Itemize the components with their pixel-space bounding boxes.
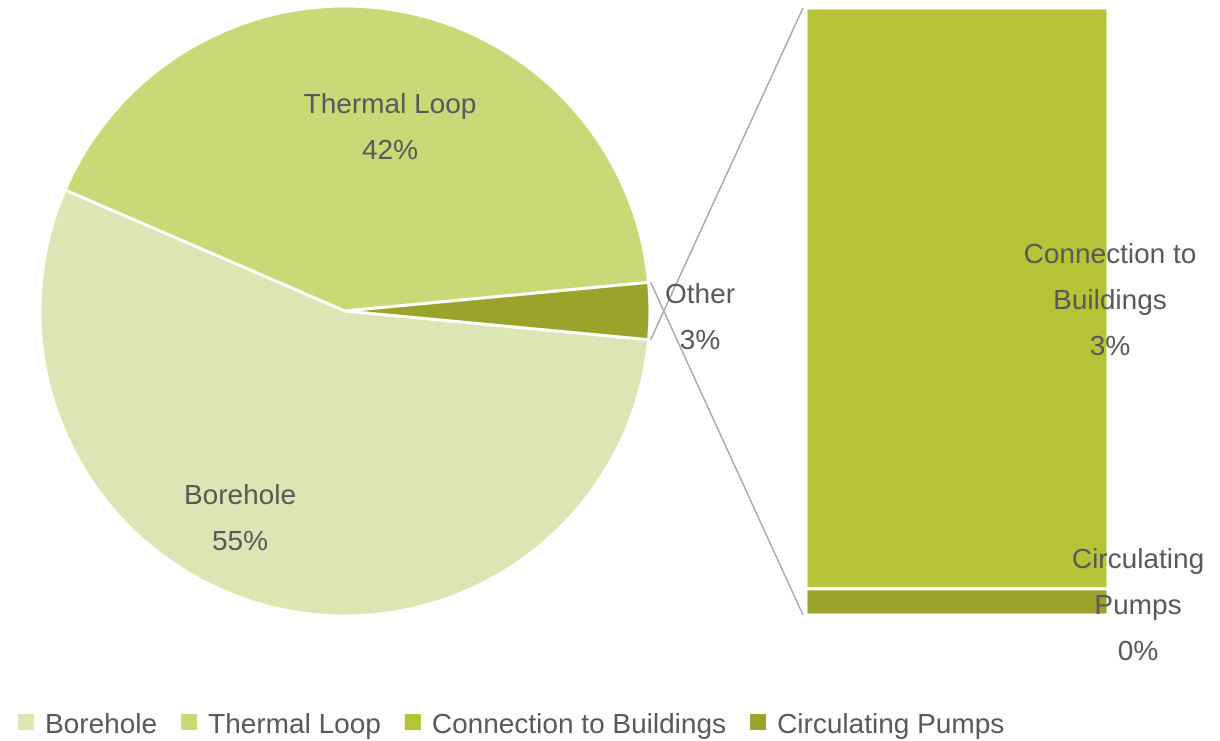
legend-label: Connection to Buildings xyxy=(432,708,726,739)
legend-swatch xyxy=(181,714,198,730)
data-label-value: 3% xyxy=(1090,330,1130,361)
data-label-value: 55% xyxy=(212,525,268,556)
data-label-value: 42% xyxy=(362,134,418,165)
legend-label: Circulating Pumps xyxy=(777,708,1004,739)
pie-slice xyxy=(343,280,652,342)
bar-segment xyxy=(804,587,1110,617)
legend: Borehole Thermal Loop Connection to Buildi… xyxy=(18,708,1004,739)
connector-line xyxy=(649,281,804,616)
data-labels: Borehole 55% Thermal Loop 42% Other 3% Connect… xyxy=(184,88,1204,666)
legend-swatch xyxy=(750,714,767,730)
data-label-name: Circulating Pumps xyxy=(1072,543,1204,620)
plot-area xyxy=(38,4,1110,618)
data-label-name: Connection to Buildings xyxy=(1024,238,1197,315)
data-label-name: Other xyxy=(665,278,735,309)
data-label-name: Borehole xyxy=(184,479,296,510)
pie-slice xyxy=(38,188,651,618)
legend-label: Thermal Loop xyxy=(208,708,381,739)
legend-swatch xyxy=(18,714,34,730)
legend-swatch xyxy=(404,714,421,730)
data-label-value: 3% xyxy=(680,324,720,355)
bar-segment xyxy=(804,6,1110,591)
connector-line xyxy=(649,7,804,341)
legend-label: Borehole xyxy=(45,708,157,739)
data-label-name: Thermal Loop xyxy=(304,88,477,119)
data-label-value: 0% xyxy=(1118,635,1158,666)
pie-slice xyxy=(63,4,651,313)
